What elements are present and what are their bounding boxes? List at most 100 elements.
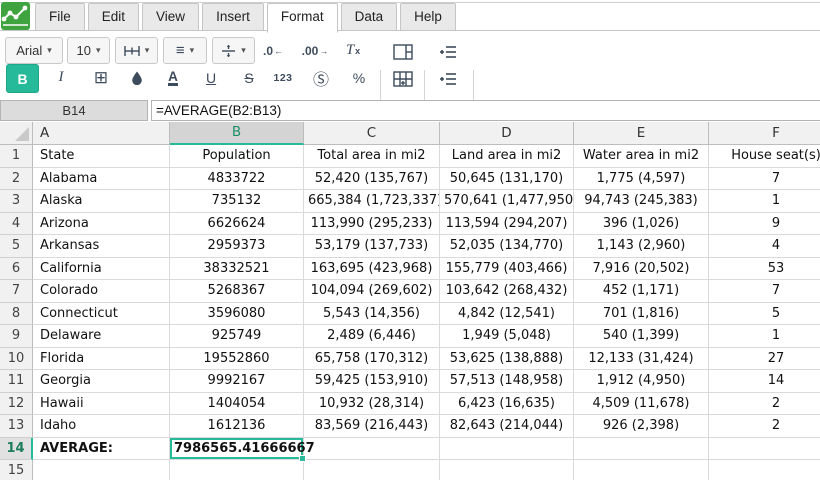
- cell-A14[interactable]: AVERAGE:: [33, 438, 170, 461]
- cell-D7[interactable]: 103,642 (268,432): [440, 280, 574, 303]
- cell-B9[interactable]: 925749: [170, 325, 304, 348]
- vertical-align-dropdown[interactable]: ▾: [212, 37, 255, 64]
- percent-format-button[interactable]: %: [344, 64, 374, 91]
- cell-C15[interactable]: [304, 460, 440, 480]
- cell-F5[interactable]: 4: [709, 235, 820, 258]
- cell-A10[interactable]: Florida: [33, 348, 170, 371]
- cell-E15[interactable]: [574, 460, 709, 480]
- cell-D5[interactable]: 52,035 (134,770): [440, 235, 574, 258]
- column-header-F[interactable]: F: [709, 122, 820, 145]
- cell-B15[interactable]: [170, 460, 304, 480]
- menu-tab-edit[interactable]: Edit: [88, 3, 139, 31]
- cell-E4[interactable]: 396 (1,026): [574, 213, 709, 236]
- cell-D11[interactable]: 57,513 (148,958): [440, 370, 574, 393]
- horizontal-align-dropdown[interactable]: ≡ ▾: [163, 37, 207, 64]
- italic-button[interactable]: I: [46, 64, 76, 91]
- cell-A3[interactable]: Alaska: [33, 190, 170, 213]
- row-header-11[interactable]: 11: [0, 370, 33, 393]
- cell-A6[interactable]: California: [33, 258, 170, 281]
- strikethrough-button[interactable]: S: [234, 64, 264, 91]
- cell-A13[interactable]: Idaho: [33, 415, 170, 438]
- cell-D9[interactable]: 1,949 (5,048): [440, 325, 574, 348]
- cell-C11[interactable]: 59,425 (153,910): [304, 370, 440, 393]
- cell-B11[interactable]: 9992167: [170, 370, 304, 393]
- cell-E11[interactable]: 1,912 (4,950): [574, 370, 709, 393]
- menu-tab-view[interactable]: View: [142, 3, 199, 31]
- bold-button[interactable]: B: [6, 64, 39, 93]
- cell-B4[interactable]: 6626624: [170, 213, 304, 236]
- increase-decimal-button[interactable]: .00→: [300, 37, 330, 64]
- cell-A1[interactable]: State: [33, 145, 170, 168]
- cell-F2[interactable]: 7: [709, 168, 820, 191]
- row-header-3[interactable]: 3: [0, 190, 33, 213]
- row-header-10[interactable]: 10: [0, 348, 33, 371]
- cell-A8[interactable]: Connecticut: [33, 303, 170, 326]
- underline-button[interactable]: U: [196, 64, 226, 91]
- cell-A7[interactable]: Colorado: [33, 280, 170, 303]
- cell-D8[interactable]: 4,842 (12,541): [440, 303, 574, 326]
- cell-E1[interactable]: Water area in mi2: [574, 145, 709, 168]
- cell-C13[interactable]: 83,569 (216,443): [304, 415, 440, 438]
- cell-F8[interactable]: 5: [709, 303, 820, 326]
- row-header-9[interactable]: 9: [0, 325, 33, 348]
- cell-D2[interactable]: 50,645 (131,170): [440, 168, 574, 191]
- column-width-dropdown[interactable]: ▾: [115, 37, 158, 64]
- menu-tab-file[interactable]: File: [35, 3, 85, 31]
- text-color-button[interactable]: A: [158, 64, 188, 91]
- cell-D12[interactable]: 6,423 (16,635): [440, 393, 574, 416]
- cell-D6[interactable]: 155,779 (403,466): [440, 258, 574, 281]
- row-header-1[interactable]: 1: [0, 145, 33, 168]
- column-header-D[interactable]: D: [440, 122, 574, 145]
- cell-F13[interactable]: 2: [709, 415, 820, 438]
- cell-B12[interactable]: 1404054: [170, 393, 304, 416]
- cell-B10[interactable]: 19552860: [170, 348, 304, 371]
- cell-C14[interactable]: [304, 438, 440, 461]
- cell-E9[interactable]: 540 (1,399): [574, 325, 709, 348]
- row-header-7[interactable]: 7: [0, 280, 33, 303]
- cell-F4[interactable]: 9: [709, 213, 820, 236]
- cell-D3[interactable]: 570,641 (1,477,950): [440, 190, 574, 213]
- cell-D13[interactable]: 82,643 (214,044): [440, 415, 574, 438]
- cell-C2[interactable]: 52,420 (135,767): [304, 168, 440, 191]
- cell-E3[interactable]: 94,743 (245,383): [574, 190, 709, 213]
- cell-F15[interactable]: [709, 460, 820, 480]
- column-header-E[interactable]: E: [574, 122, 709, 145]
- cell-C10[interactable]: 65,758 (170,312): [304, 348, 440, 371]
- decrease-indent-button[interactable]: [433, 65, 463, 92]
- cell-D15[interactable]: [440, 460, 574, 480]
- cell-D14[interactable]: [440, 438, 574, 461]
- cell-A12[interactable]: Hawaii: [33, 393, 170, 416]
- cell-A11[interactable]: Georgia: [33, 370, 170, 393]
- cell-E10[interactable]: 12,133 (31,424): [574, 348, 709, 371]
- cell-E2[interactable]: 1,775 (4,597): [574, 168, 709, 191]
- cell-F1[interactable]: House seat(s): [709, 145, 820, 168]
- cell-C7[interactable]: 104,094 (269,602): [304, 280, 440, 303]
- merge-cells-button[interactable]: [388, 38, 418, 65]
- split-cells-button[interactable]: [388, 65, 418, 92]
- cell-B14[interactable]: 7986565.41666667: [170, 438, 304, 461]
- cell-F6[interactable]: 53: [709, 258, 820, 281]
- cell-E8[interactable]: 701 (1,816): [574, 303, 709, 326]
- select-all-corner[interactable]: [0, 122, 33, 145]
- cell-E13[interactable]: 926 (2,398): [574, 415, 709, 438]
- menu-tab-data[interactable]: Data: [341, 3, 398, 31]
- cell-B7[interactable]: 5268367: [170, 280, 304, 303]
- cell-B6[interactable]: 38332521: [170, 258, 304, 281]
- cell-D1[interactable]: Land area in mi2: [440, 145, 574, 168]
- cell-C9[interactable]: 2,489 (6,446): [304, 325, 440, 348]
- cell-F7[interactable]: 7: [709, 280, 820, 303]
- cell-D4[interactable]: 113,594 (294,207): [440, 213, 574, 236]
- row-header-14[interactable]: 14: [0, 438, 33, 461]
- menu-tab-help[interactable]: Help: [400, 3, 456, 31]
- row-header-8[interactable]: 8: [0, 303, 33, 326]
- font-size-dropdown[interactable]: 10 ▾: [67, 37, 110, 64]
- column-header-A[interactable]: A: [33, 122, 170, 145]
- cell-C5[interactable]: 53,179 (137,733): [304, 235, 440, 258]
- cell-A2[interactable]: Alabama: [33, 168, 170, 191]
- cell-C3[interactable]: 665,384 (1,723,337): [304, 190, 440, 213]
- cell-C4[interactable]: 113,990 (295,233): [304, 213, 440, 236]
- cell-F9[interactable]: 1: [709, 325, 820, 348]
- cell-B3[interactable]: 735132: [170, 190, 304, 213]
- cell-C6[interactable]: 163,695 (423,968): [304, 258, 440, 281]
- font-family-dropdown[interactable]: Arial ▾: [5, 37, 63, 64]
